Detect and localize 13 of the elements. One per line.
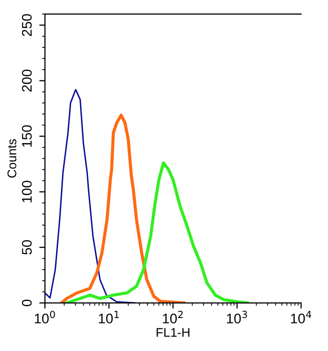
y-tick-label: 0 [22, 300, 32, 306]
x-tick-label: 10$^{3}$ [227, 310, 247, 324]
x-axis-title: FL1-H [156, 328, 190, 337]
y-tick-label: 50 [22, 240, 32, 255]
y-tick-label: 250 [22, 14, 32, 36]
x-tick-label: 10$^{1}$ [98, 310, 119, 324]
x-tick-label: 10$^{0}$ [34, 310, 55, 324]
y-axis-title: Counts [7, 139, 16, 178]
x-tick-label: 10$^{4}$ [291, 310, 312, 324]
y-tick-label: 100 [22, 180, 32, 202]
y-tick-label: 200 [22, 70, 32, 92]
y-tick-label: 150 [22, 125, 32, 147]
x-tick-label: 10$^{2}$ [162, 310, 183, 324]
